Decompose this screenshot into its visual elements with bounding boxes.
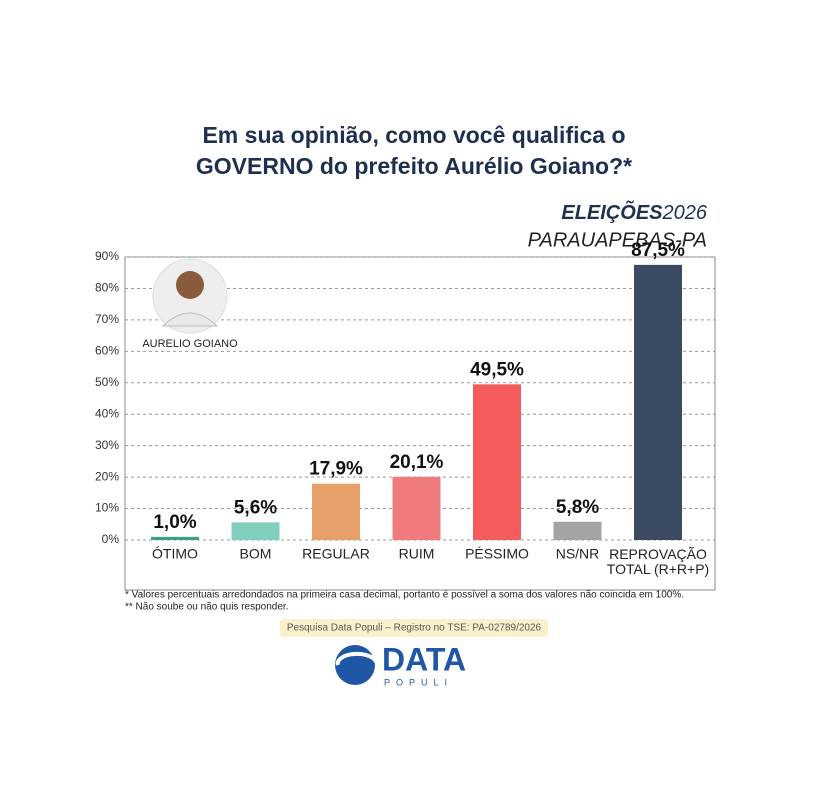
y-tick-label: 70%: [95, 312, 119, 326]
chart-title: Em sua opinião, como você qualifica o: [202, 122, 625, 148]
y-tick-label: 80%: [95, 281, 119, 295]
data-label: 17,9%: [309, 459, 363, 480]
data-label: 5,6%: [234, 497, 277, 518]
photo-body: [161, 312, 219, 327]
y-tick-label: 40%: [95, 406, 119, 420]
bar: [553, 521, 602, 540]
y-tick-label: 50%: [95, 375, 119, 389]
x-tick-label: RUIM: [399, 546, 435, 562]
plot: 0% 10% 20% 30% 40% 50% 60% 70% 80% 90% ÓTIMO 1,0% BO…: [95, 240, 715, 577]
bar: [312, 483, 360, 540]
footnote: ** Não soube ou não quis responder.: [125, 602, 288, 613]
registration: Pesquisa Data Populi – Registro no TSE: …: [287, 623, 542, 634]
logo-mark: [335, 645, 375, 685]
x-tick-label: REPROVAÇÃO TOTAL (R+R+P): [607, 546, 709, 577]
x-tick-label: BOM: [240, 546, 272, 562]
registration-box: [280, 619, 548, 637]
data-label: 5,8%: [556, 497, 599, 518]
y-tick-label: 10%: [95, 501, 119, 515]
logo-swoosh: [335, 651, 378, 666]
bar: [634, 264, 682, 540]
location: PARAUAPEBAS-PA: [528, 229, 707, 251]
y-tick-label: 20%: [95, 469, 119, 483]
y-tick-label: 0%: [102, 532, 120, 546]
photo-head: [176, 271, 204, 299]
bar: [231, 522, 280, 540]
year: 2026: [662, 202, 708, 224]
bar: [392, 476, 441, 540]
footnote: * Valores percentuais arredondados na pr…: [125, 590, 684, 601]
chart-title: GOVERNO do prefeito Aurélio Goiano?*: [196, 153, 632, 179]
logo-text: DATA: [382, 641, 466, 677]
data-label: 49,5%: [470, 359, 524, 380]
y-tick-label: 90%: [95, 249, 119, 263]
logo-sub: POPULI: [384, 677, 453, 687]
data-label: 1,0%: [153, 512, 196, 533]
y-tick-label: 60%: [95, 344, 119, 358]
brand: ELEIÇÕES: [561, 200, 663, 224]
data-label: 20,1%: [390, 452, 444, 473]
x-tick-label: NS/NR: [556, 546, 600, 562]
x-tick-label: PÉSSIMO: [465, 546, 529, 562]
data-label: 87,5%: [631, 240, 685, 261]
photo-label: AURELIO GOIANO: [142, 338, 238, 350]
x-tick-label: REGULAR: [302, 546, 370, 562]
bar: [473, 384, 521, 540]
x-tick-label: ÓTIMO: [152, 546, 198, 562]
subtitle: ELEIÇÕES2026: [561, 200, 708, 224]
bar: [151, 536, 199, 540]
y-tick-label: 30%: [95, 438, 119, 452]
